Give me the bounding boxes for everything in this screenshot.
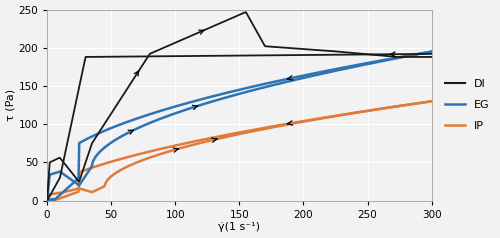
Legend: DI, EG, IP: DI, EG, IP [441, 74, 494, 136]
Y-axis label: τ (Pa): τ (Pa) [6, 89, 16, 121]
X-axis label: γ̇(1 s⁻¹): γ̇(1 s⁻¹) [218, 223, 260, 233]
